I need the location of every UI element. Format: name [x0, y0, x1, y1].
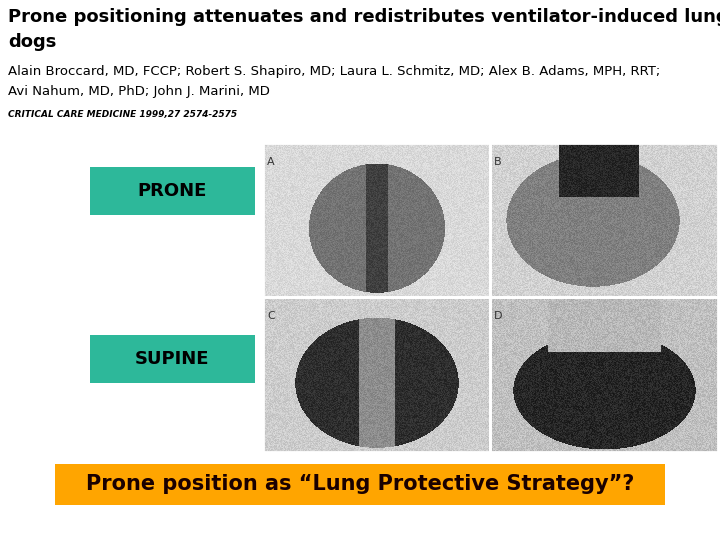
Text: Prone positioning attenuates and redistributes ventilator-induced lung injury in: Prone positioning attenuates and redistr…: [8, 8, 720, 26]
Bar: [90, 167, 255, 215]
Text: SUPINE: SUPINE: [135, 350, 210, 368]
Bar: [55, 464, 665, 505]
Bar: [490, 297, 718, 452]
Text: A: A: [267, 157, 274, 167]
Text: B: B: [494, 157, 502, 167]
Text: CRITICAL CARE MEDICINE 1999,27 2574-2575: CRITICAL CARE MEDICINE 1999,27 2574-2575: [8, 110, 237, 119]
Bar: [90, 335, 255, 383]
Bar: [263, 143, 490, 297]
Text: PRONE: PRONE: [138, 182, 207, 200]
Text: Prone position as “Lung Protective Strategy”?: Prone position as “Lung Protective Strat…: [86, 475, 634, 495]
Text: C: C: [267, 311, 275, 321]
Text: Avi Nahum, MD, PhD; John J. Marini, MD: Avi Nahum, MD, PhD; John J. Marini, MD: [8, 85, 270, 98]
Text: Alain Broccard, MD, FCCP; Robert S. Shapiro, MD; Laura L. Schmitz, MD; Alex B. A: Alain Broccard, MD, FCCP; Robert S. Shap…: [8, 65, 660, 78]
Text: dogs: dogs: [8, 33, 56, 51]
Bar: [263, 297, 490, 452]
Bar: [490, 143, 718, 297]
Text: D: D: [494, 311, 503, 321]
